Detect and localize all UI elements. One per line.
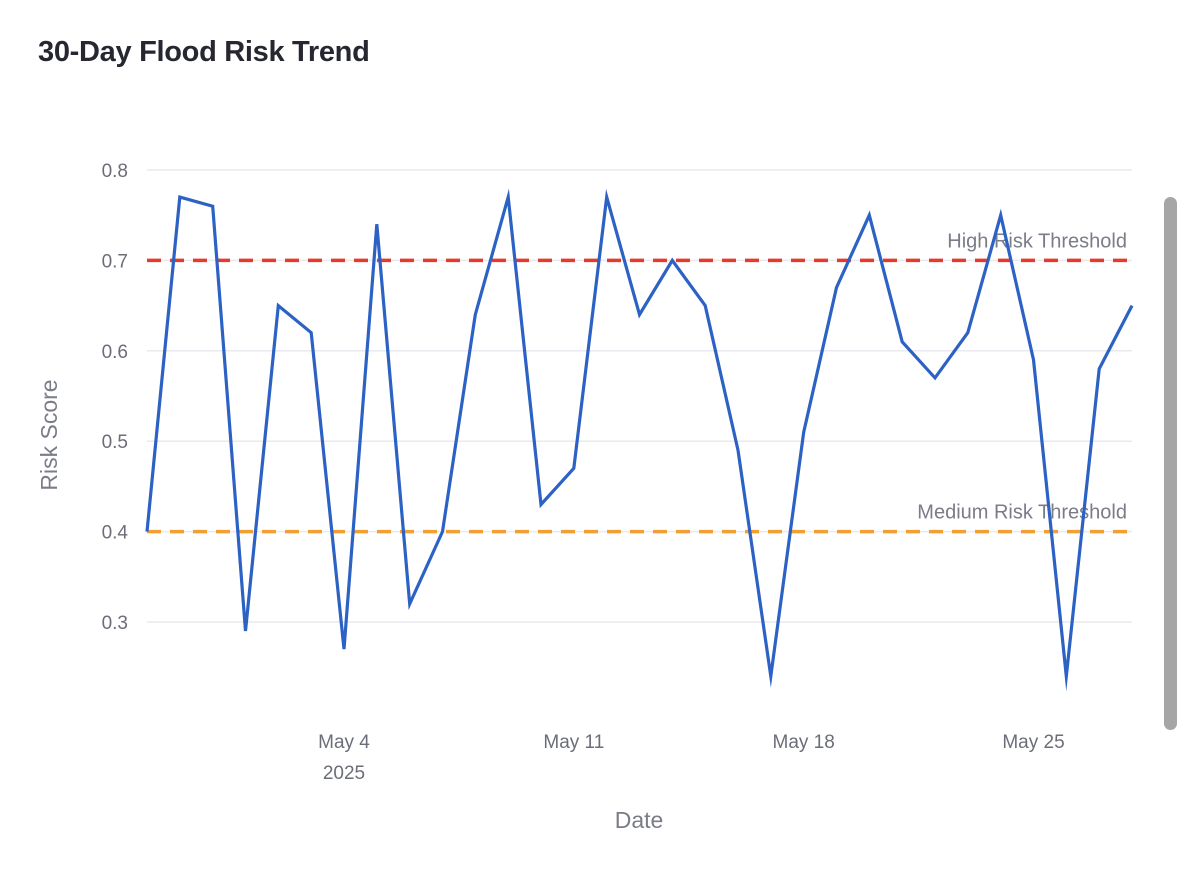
y-tick-label: 0.5	[102, 432, 128, 453]
data-point[interactable]	[372, 219, 382, 229]
data-point[interactable]	[930, 373, 940, 383]
x-tick-label: May 25	[1002, 732, 1064, 753]
data-point[interactable]	[503, 192, 513, 202]
data-point[interactable]	[1061, 671, 1071, 681]
x-axis-ticks: May 4 2025 May 11 May 18 May 25	[318, 732, 1065, 784]
data-point[interactable]	[963, 328, 973, 338]
data-point[interactable]	[700, 301, 710, 311]
x-axis-title: Date	[615, 807, 664, 833]
threshold-label: High Risk Threshold	[947, 230, 1127, 252]
data-point[interactable]	[175, 192, 185, 202]
y-axis-ticks: 0.3 0.4 0.5 0.6 0.7 0.8	[102, 161, 129, 634]
data-point[interactable]	[405, 599, 415, 609]
scrollbar-thumb[interactable]	[1164, 197, 1177, 730]
x-tick-sublabel: 2025	[323, 763, 365, 784]
data-point[interactable]	[241, 626, 251, 636]
data-point[interactable]	[996, 210, 1006, 220]
data-point[interactable]	[864, 210, 874, 220]
data-point[interactable]	[273, 301, 283, 311]
data-point[interactable]	[470, 310, 480, 320]
y-tick-label: 0.3	[102, 613, 128, 634]
data-point[interactable]	[667, 255, 677, 265]
scrollbar-track[interactable]	[1174, 0, 1184, 880]
data-point[interactable]	[1094, 364, 1104, 374]
x-tick-label: May 11	[543, 732, 604, 753]
data-point[interactable]	[897, 337, 907, 347]
data-point[interactable]	[306, 328, 316, 338]
data-point[interactable]	[832, 283, 842, 293]
data-point[interactable]	[733, 445, 743, 455]
y-tick-label: 0.8	[102, 161, 128, 182]
data-point[interactable]	[602, 192, 612, 202]
y-tick-label: 0.6	[102, 342, 128, 363]
data-point[interactable]	[142, 527, 152, 537]
y-axis-title: Risk Score	[36, 379, 62, 490]
data-point[interactable]	[1127, 301, 1137, 311]
series-line[interactable]	[145, 188, 1134, 692]
data-point[interactable]	[766, 671, 776, 681]
data-point[interactable]	[799, 427, 809, 437]
y-tick-label: 0.4	[102, 523, 129, 544]
chart-title: 30-Day Flood Risk Trend	[38, 36, 370, 68]
threshold-lines: High Risk Threshold Medium Risk Threshold	[147, 230, 1132, 534]
series-lines[interactable]	[142, 188, 1137, 692]
data-point[interactable]	[438, 527, 448, 537]
data-point[interactable]	[569, 463, 579, 473]
x-tick-label: May 18	[773, 732, 835, 753]
data-point[interactable]	[635, 310, 645, 320]
data-point[interactable]	[208, 201, 218, 211]
data-point[interactable]	[1029, 355, 1039, 365]
data-point[interactable]	[339, 644, 349, 654]
threshold-label: Medium Risk Threshold	[917, 502, 1127, 524]
x-tick-label: May 4	[318, 732, 370, 753]
y-tick-label: 0.7	[102, 251, 128, 272]
data-point[interactable]	[536, 500, 546, 510]
